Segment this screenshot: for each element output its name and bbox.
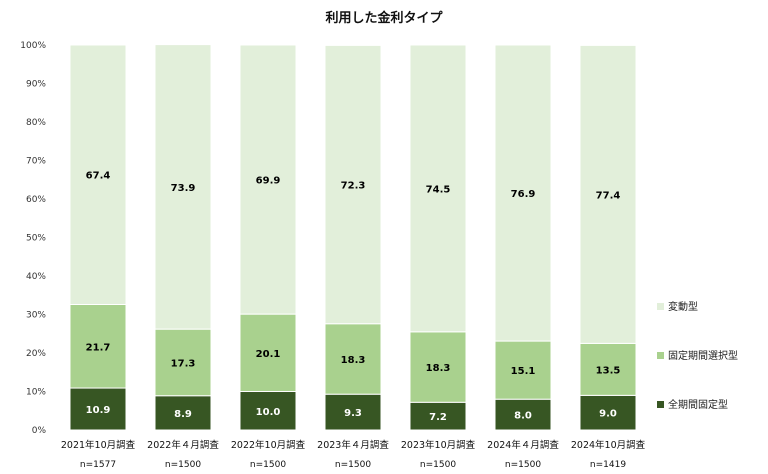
- bar-segment: [69, 303, 127, 389]
- bar-segment: [239, 44, 297, 315]
- data-label: 67.4: [86, 171, 111, 182]
- x-tick-label: 2023年４月調査: [317, 439, 389, 451]
- bar-segment: [579, 44, 637, 344]
- bar-segment: [324, 44, 382, 325]
- bar-segment: [69, 44, 127, 305]
- sample-size-label: n=1500: [420, 460, 456, 470]
- x-tick-label: 2022年４月調査: [147, 439, 219, 451]
- y-tick-label: 70%: [26, 157, 46, 167]
- bar-segment: [579, 394, 637, 431]
- data-label: 10.9: [86, 405, 111, 416]
- data-label: 8.0: [514, 411, 532, 422]
- chart-title: 利用した金利タイプ: [325, 10, 443, 26]
- bar-segment: [324, 393, 382, 431]
- data-label: 10.0: [256, 407, 281, 418]
- y-tick-label: 10%: [26, 388, 46, 398]
- data-label: 21.7: [86, 342, 111, 353]
- data-label: 73.9: [171, 183, 196, 194]
- sample-size-label: n=1577: [80, 460, 116, 470]
- y-tick-label: 80%: [26, 118, 46, 128]
- data-label: 20.1: [256, 349, 281, 360]
- x-tick-label: 2021年10月調査: [61, 439, 136, 451]
- x-axis: 2021年10月調査 n=1577 2022年４月調査 n=1500 2022年10月調…: [61, 439, 646, 470]
- sample-size-label: n=1500: [335, 460, 371, 470]
- y-tick-label: 50%: [26, 234, 46, 244]
- y-tick-label: 100%: [20, 41, 46, 51]
- bars: 10.9 21.7 67.4 8.9 17.3 73.9 10.0 20.1 69.9 9.3 18…: [69, 44, 637, 431]
- data-label: 9.3: [344, 408, 362, 419]
- bar-segment: [239, 391, 297, 431]
- bar-segment: [154, 44, 212, 330]
- x-tick-label: 2023年10月調査: [401, 439, 476, 451]
- x-tick-label: 2024年10月調査: [571, 439, 646, 451]
- legend-swatch: [657, 352, 664, 359]
- legend-swatch: [657, 401, 664, 408]
- sample-size-label: n=1500: [165, 460, 201, 470]
- bar-segment: [69, 387, 127, 431]
- data-label: 9.0: [599, 409, 617, 420]
- data-label: 15.1: [511, 366, 536, 377]
- y-tick-label: 0%: [32, 426, 47, 436]
- data-label: 18.3: [341, 355, 366, 366]
- bar-segment: [154, 395, 212, 431]
- data-label: 17.3: [171, 358, 196, 369]
- legend-label: 変動型: [668, 300, 698, 313]
- data-label: 69.9: [256, 176, 281, 187]
- bar-segment: [409, 44, 467, 333]
- data-label: 18.3: [426, 363, 451, 374]
- bar-segment: [239, 313, 297, 392]
- sample-size-label: n=1500: [250, 460, 286, 470]
- bar-segment: [324, 323, 382, 395]
- data-label: 77.4: [596, 190, 621, 201]
- data-label: 76.9: [511, 189, 536, 200]
- data-label: 74.5: [426, 184, 451, 195]
- bar-segment: [494, 44, 552, 342]
- y-tick-label: 40%: [26, 272, 46, 282]
- bar-segment: [409, 401, 467, 431]
- legend-swatch: [657, 303, 664, 310]
- x-tick-label: 2022年10月調査: [231, 439, 306, 451]
- y-tick-label: 30%: [26, 311, 46, 321]
- bar-segment: [579, 342, 637, 396]
- legend-label: 固定期間選択型: [668, 349, 738, 362]
- data-label: 7.2: [429, 412, 447, 423]
- y-tick-label: 90%: [26, 80, 46, 90]
- x-tick-label: 2024年４月調査: [487, 439, 559, 451]
- legend-label: 全期間固定型: [668, 398, 728, 411]
- y-tick-label: 20%: [26, 349, 46, 359]
- bar-segment: [494, 398, 552, 431]
- data-label: 8.9: [174, 409, 192, 420]
- bar-segment: [154, 328, 212, 397]
- bar-segment: [494, 340, 552, 400]
- data-label: 13.5: [596, 365, 621, 376]
- sample-size-label: n=1419: [590, 460, 626, 470]
- y-tick-label: 60%: [26, 195, 46, 205]
- data-label: 72.3: [341, 181, 366, 192]
- y-axis: 0% 10% 20% 30% 40% 50% 60% 70% 80% 90% 100%: [20, 41, 46, 436]
- sample-size-label: n=1500: [505, 460, 541, 470]
